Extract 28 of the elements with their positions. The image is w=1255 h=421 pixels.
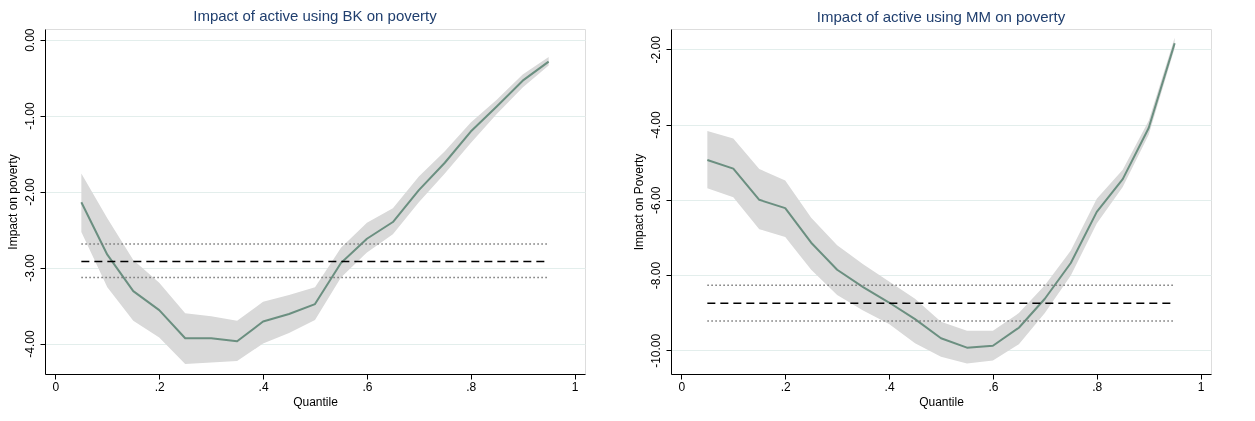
x-tick-label: 1: [1197, 379, 1205, 394]
x-tick-label: 0: [678, 379, 686, 394]
x-axis-title: Quantile: [293, 394, 339, 409]
x-tick-label: .2: [780, 379, 792, 394]
x-tick-label: 1: [571, 379, 579, 394]
chart-title: Impact of active using MM on poverty: [816, 8, 1066, 25]
y-axis-title: Impact on Poverty: [631, 153, 646, 251]
y-tick-label: -2.00: [22, 178, 37, 206]
x-tick-label: .8: [1092, 379, 1103, 394]
y-tick-label: -6.00: [648, 186, 663, 214]
x-tick-label: .4: [884, 379, 895, 394]
y-tick-label: -2.00: [648, 35, 663, 64]
x-tick-label: .8: [466, 379, 477, 394]
y-tick-label: -10.00: [648, 333, 663, 368]
x-tick-label: 0: [52, 379, 60, 394]
x-tick-label: .4: [258, 379, 269, 394]
y-axis-title: Impact on poverty: [5, 154, 20, 250]
y-tick-label: -4.00: [22, 330, 37, 358]
y-tick-label: -4.00: [648, 111, 663, 139]
y-tick-label: 0.00: [22, 28, 37, 52]
x-axis-title: Quantile: [919, 394, 965, 409]
x-tick-label: .2: [154, 379, 166, 394]
chart-title: Impact of active using BK on poverty: [193, 6, 438, 24]
y-tick-label: -8.00: [648, 261, 663, 290]
x-tick-label: .6: [988, 379, 999, 394]
x-tick-label: .6: [362, 379, 373, 394]
y-tick-label: -1.00: [22, 102, 37, 130]
y-tick-label: -3.00: [22, 254, 37, 282]
